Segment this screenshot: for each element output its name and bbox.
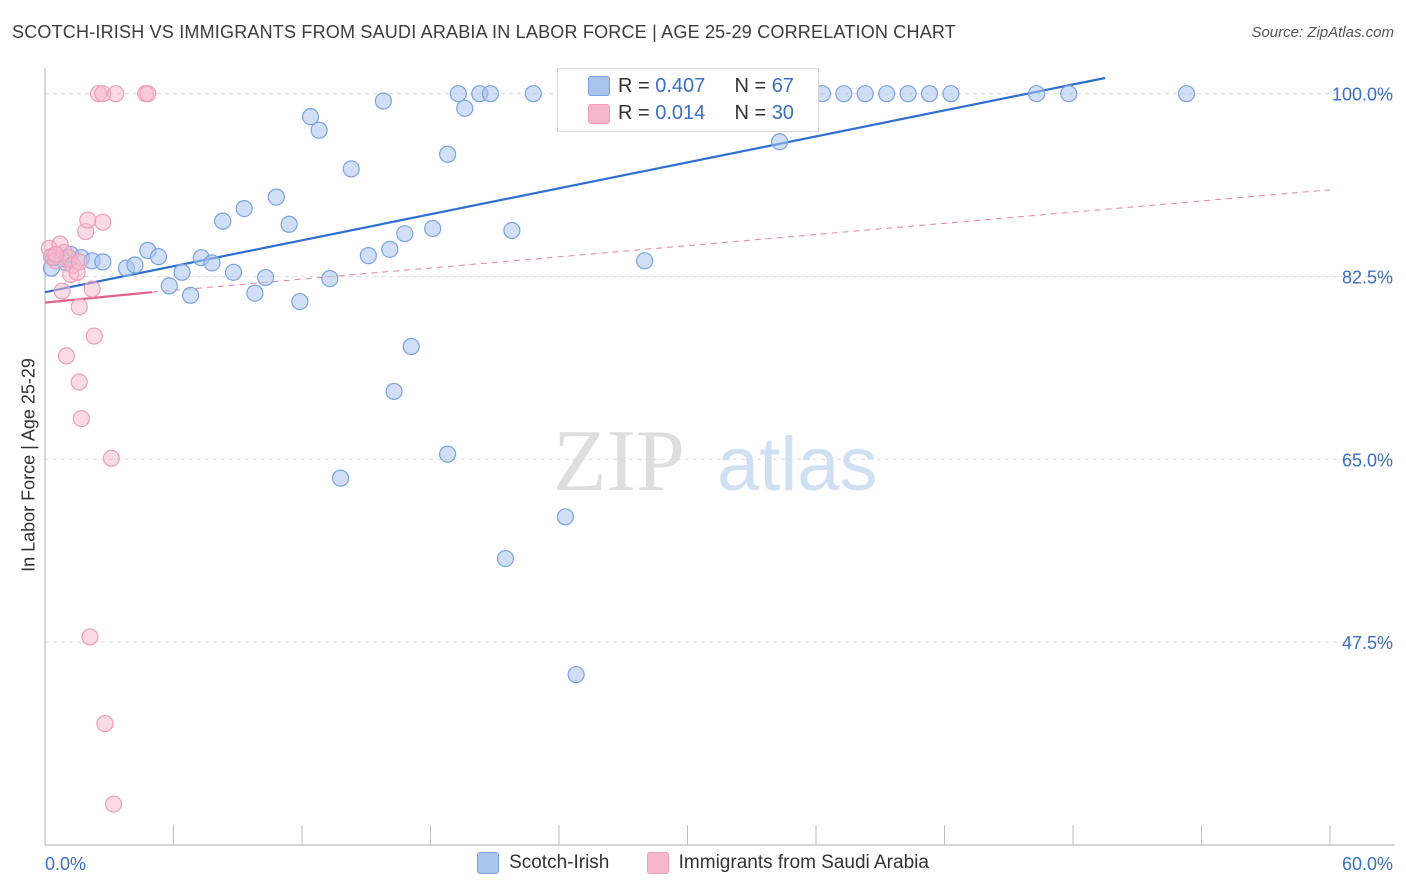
point-saudi-arabia [139,85,157,103]
point-scotch-irish [203,254,221,272]
point-saudi-arabia [104,795,123,813]
r-value: 0.014 [655,102,706,124]
watermark-zip: ZIP [553,413,685,510]
legend-label-saudi-arabia: Immigrants from Saudi Arabia [678,852,929,873]
point-scotch-irish [878,85,896,103]
legend-item-scotch-irish[interactable]: Scotch-Irish [477,852,609,874]
point-scotch-irish [449,85,467,103]
point-scotch-irish [160,277,178,295]
point-saudi-arabia [96,715,114,733]
point-scotch-irish [503,221,521,240]
legend-row-saudi-arabia: R = 0.014 N = 30 [618,102,794,125]
trend-line-saudi-arabia [44,291,153,304]
point-scotch-irish [310,121,328,139]
point-scotch-irish [321,269,339,288]
point-saudi-arabia [81,628,99,646]
point-saudi-arabia [70,253,88,271]
point-scotch-irish [942,85,960,103]
legend-swatch-blue [588,76,610,96]
point-scotch-irish [899,85,917,103]
point-saudi-arabia [102,449,120,467]
point-saudi-arabia [70,298,88,316]
point-scotch-irish [402,337,420,356]
legend-item-saudi-arabia[interactable]: Immigrants from Saudi Arabia [646,852,929,874]
point-scotch-irish [173,263,191,281]
x-tick-label-max: 60.0% [1342,854,1393,874]
point-scotch-irish [381,240,399,258]
point-saudi-arabia [83,280,101,298]
r-label: R = [618,102,656,124]
point-scotch-irish [224,263,243,281]
point-scotch-irish [481,85,500,103]
point-scotch-irish [291,292,309,311]
point-scotch-irish [524,85,542,103]
point-scotch-irish [1060,85,1078,103]
point-saudi-arabia [79,211,97,229]
point-scotch-irish [385,382,403,401]
r-value: 0.407 [655,75,706,97]
r-label: R = [618,75,656,97]
point-scotch-irish [149,248,168,266]
point-scotch-irish [920,85,939,103]
point-scotch-irish [374,92,392,110]
legend-row-scotch-irish: R = 0.407 N = 67 [618,75,794,98]
point-scotch-irish [126,256,144,274]
point-scotch-irish [256,268,275,287]
y-tick-label: 65.0% [1342,450,1393,470]
series-legend: Scotch-Irish Immigrants from Saudi Arabi… [0,852,1406,880]
n-value: 30 [771,102,794,124]
n-label: N = [734,102,772,124]
legend-swatch-saudi-arabia [646,852,669,874]
point-saudi-arabia [47,245,65,264]
point-scotch-irish [439,145,457,163]
y-tick-label: 100.0% [1332,85,1393,105]
point-scotch-irish [235,199,253,218]
point-scotch-irish [856,85,874,103]
point-scotch-irish [439,445,457,463]
point-scotch-irish [246,284,264,302]
point-scotch-irish [342,160,360,178]
point-saudi-arabia [53,282,71,300]
point-saudi-arabia [57,347,76,365]
point-scotch-irish [636,252,654,270]
n-label: N = [734,75,772,97]
point-saudi-arabia [72,409,91,428]
point-saudi-arabia [70,373,88,391]
point-saudi-arabia [85,327,103,345]
point-scotch-irish [301,108,320,126]
point-scotch-irish [396,225,414,243]
point-scotch-irish [567,665,585,684]
point-scotch-irish [496,549,515,568]
point-scotch-irish [182,286,200,304]
point-scotch-irish [456,99,474,117]
point-saudi-arabia [107,85,125,103]
legend-swatch-pink [588,104,610,124]
source-label: Source: ZipAtlas.com [1251,24,1394,41]
n-value: 67 [771,75,794,97]
legend-swatch-scotch-irish [477,852,500,874]
point-scotch-irish [1177,85,1196,103]
watermark-atlas: atlas [717,422,878,507]
point-saudi-arabia [94,213,112,231]
y-tick-label: 82.5% [1342,268,1393,288]
trend-line-scotch-irish [44,76,1106,294]
y-tick-label: 47.5% [1342,633,1393,653]
stats-legend: R = 0.407 N = 67 R = 0.014 N = 30 [557,68,819,132]
point-scotch-irish [280,215,298,233]
point-scotch-irish [267,188,285,206]
point-scotch-irish [835,85,853,103]
y-axis-label: In Labor Force | Age 25-29 [18,358,39,572]
point-scotch-irish [94,253,112,271]
chart-title: SCOTCH-IRISH VS IMMIGRANTS FROM SAUDI AR… [12,22,956,42]
point-scotch-irish [214,212,232,230]
x-tick-label-min: 0.0% [45,854,86,874]
point-scotch-irish [1027,85,1046,103]
point-scotch-irish [770,133,789,151]
point-scotch-irish [359,247,377,265]
point-scotch-irish [424,219,442,238]
legend-label-scotch-irish: Scotch-Irish [509,852,610,873]
point-scotch-irish [556,508,575,526]
point-scotch-irish [331,469,350,487]
